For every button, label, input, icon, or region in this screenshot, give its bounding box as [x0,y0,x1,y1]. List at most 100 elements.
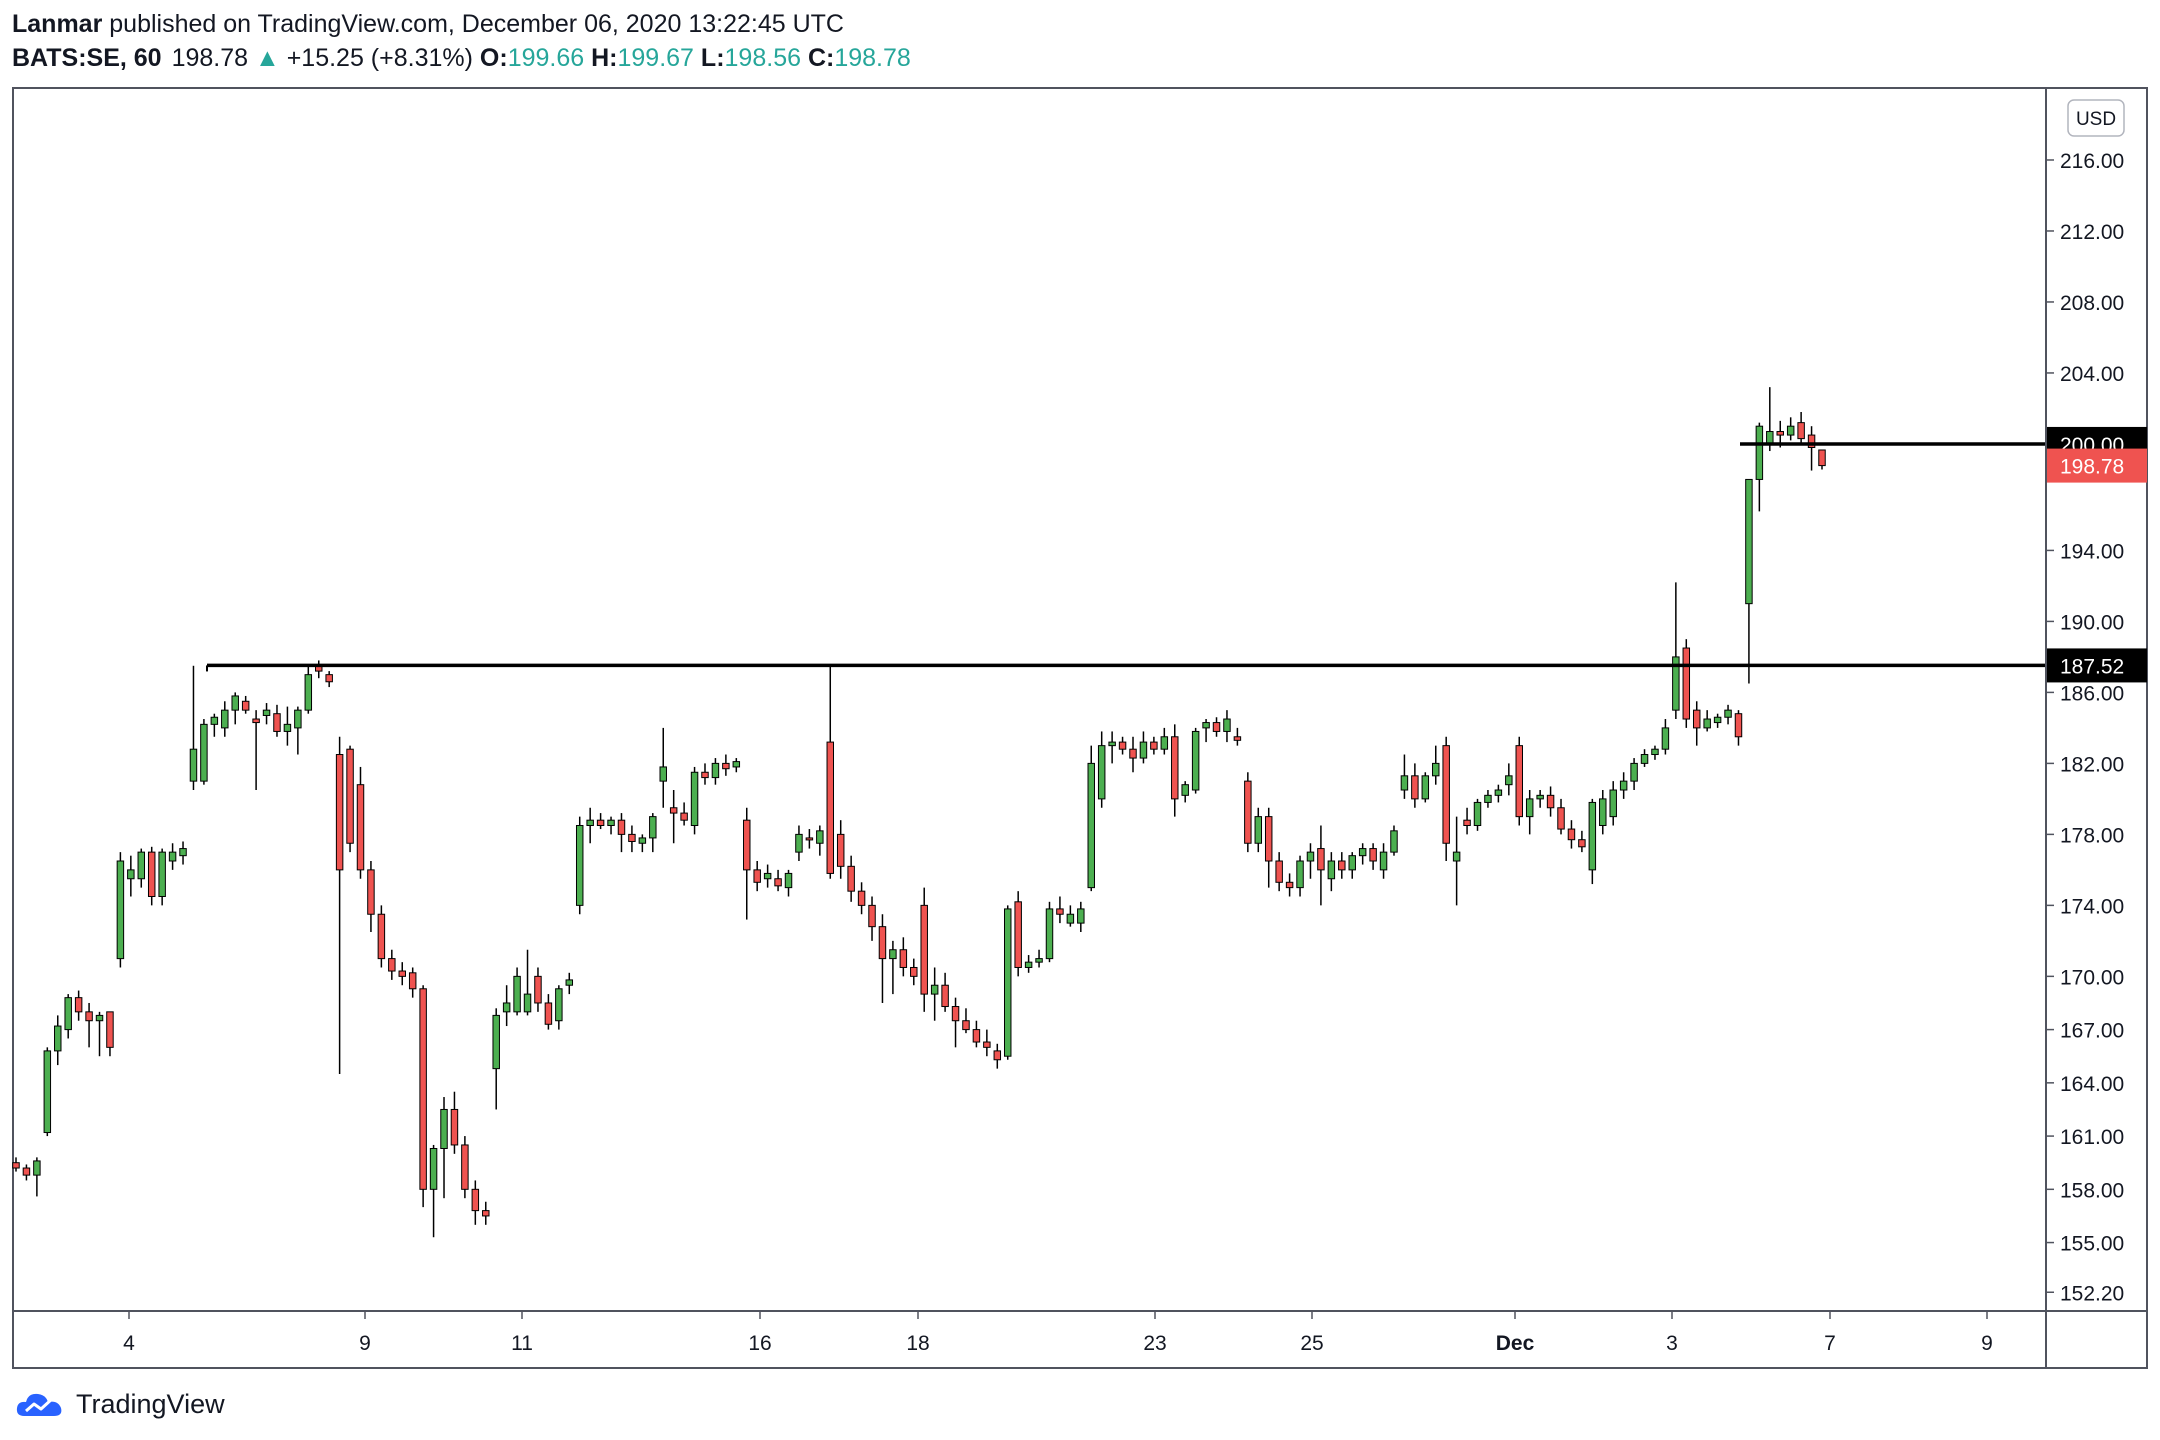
candle-body [659,766,667,782]
candle-body [262,709,271,716]
candle [1567,820,1576,849]
candle [711,758,720,785]
candle-body [951,1006,960,1022]
candle-body [1734,713,1743,738]
candle-body [64,997,72,1031]
candle-body [920,904,928,995]
candle [1807,426,1816,471]
candle [565,972,574,995]
candle-body [1338,860,1346,871]
candle [1661,719,1670,755]
candle [899,937,908,977]
candle-body [85,1011,93,1022]
candle-body [1640,754,1649,764]
candle [482,1201,490,1225]
candle-body [127,869,135,880]
open-label: O: [479,44,508,72]
price-label-187-52: 187.52 [2047,648,2147,683]
candle-body [826,741,835,874]
candle-body [763,872,772,880]
candle-body [346,748,354,844]
candle [1212,717,1221,737]
candle [993,1043,1002,1069]
last-price: 198.78 [171,44,249,72]
candle-body [1045,908,1054,960]
candle-body [22,1167,31,1176]
candle-body [816,830,824,844]
candle [920,887,928,1012]
price-tick-label: 152.20 [2060,1282,2124,1305]
candle-body [1421,775,1430,800]
published-text: published on TradingView.com, December 0… [109,10,844,38]
candle-body [607,819,615,827]
candle-body [1014,901,1022,968]
candle [168,843,177,870]
candle [367,860,375,932]
price-tick-label: 208.00 [2060,292,2124,315]
candle [492,1008,500,1110]
candle [231,692,239,725]
candle [1338,852,1346,879]
candle [1734,710,1743,746]
candle [440,1097,448,1199]
candle-body [33,1160,41,1176]
time-tick-label: 9 [1981,1332,1993,1355]
candle-body [1546,794,1555,809]
high-label: H: [591,44,618,72]
ohlc-legend: BATS:SE, 60 198.78 ▲ +15.25 (+8.31%) O:19… [12,42,911,74]
candle [1588,798,1597,885]
candle-body [1160,736,1169,750]
candle [1118,736,1127,755]
candle [701,763,709,785]
candle-body [1066,913,1075,924]
time-tick-label: 7 [1824,1332,1836,1355]
candle [1473,798,1482,831]
candle [304,665,313,714]
candle-body [847,865,855,892]
candle-body [544,1002,553,1025]
candle [116,852,125,968]
price-tick-label: 170.00 [2060,966,2124,989]
candle [1317,825,1325,906]
candle [1651,745,1659,760]
candle [1505,763,1513,796]
currency-badge[interactable]: USD [2067,99,2125,137]
change-up-icon: ▲ [255,44,280,72]
candle-body [241,700,250,711]
candle [252,710,260,791]
candle [273,704,281,737]
candle-body [116,860,125,960]
candle-body [711,762,720,779]
candle-body [440,1108,448,1150]
author-name[interactable]: Lanmar [12,10,103,38]
close-label: C: [807,44,835,72]
candle-body [1578,839,1586,848]
candle [1525,790,1534,835]
candle [680,802,688,826]
publish-line: Lanmar published on TradingView.com, Dec… [12,8,911,40]
candle [1463,807,1471,835]
candle-body [1327,860,1336,880]
candle [461,1136,469,1199]
tradingview-logo[interactable]: TradingView [14,1388,225,1420]
time-axis[interactable]: 4 9 11 16 18 23 25 Dec 3 7 9 [123,1311,1993,1355]
candle [649,813,657,853]
candle-body [106,1011,114,1048]
price-axis[interactable]: 216.00 212.00 208.00 204.00 194.00 190.00 186.… [2046,150,2147,1305]
candle [325,671,333,688]
candle [22,1164,31,1181]
candle [1056,896,1064,924]
candle [732,758,741,773]
candle-body [565,979,574,986]
candle-body [1588,801,1597,871]
candle-body [1473,801,1482,827]
candle-body [95,1014,104,1022]
candle [1097,731,1106,808]
candle [1024,955,1033,973]
price-label-187-52-bg [2047,648,2147,683]
candle-body [492,1014,500,1070]
candle [1619,772,1628,799]
candle [1755,422,1764,512]
candle-body [1056,908,1064,915]
